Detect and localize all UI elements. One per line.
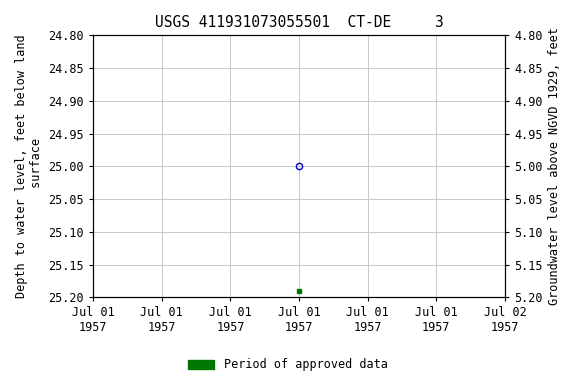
Title: USGS 411931073055501  CT-DE     3: USGS 411931073055501 CT-DE 3: [155, 15, 444, 30]
Legend: Period of approved data: Period of approved data: [184, 354, 392, 376]
Y-axis label: Depth to water level, feet below land
 surface: Depth to water level, feet below land su…: [15, 35, 43, 298]
Y-axis label: Groundwater level above NGVD 1929, feet: Groundwater level above NGVD 1929, feet: [548, 27, 561, 305]
